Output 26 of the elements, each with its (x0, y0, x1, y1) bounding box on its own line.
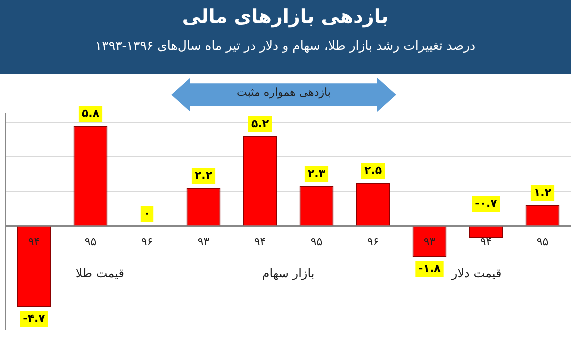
data-label: -۱.۸ (418, 262, 442, 276)
x-tick-label: ۹۵ (536, 236, 549, 249)
x-tick-label: ۹۴ (254, 236, 266, 249)
data-label: ۲.۳ (308, 167, 326, 180)
annotation: بازار سهام (262, 266, 315, 280)
x-tick-label: ۹۳ (198, 236, 210, 249)
chart-subtitle: درصد تغییرات رشد بازار طلا، سهام و دلار در تیر ماه سال‌های ۱۳۹۶-۱۳۹۳ (94, 38, 477, 53)
data-label: ۵.۸ (82, 106, 100, 120)
data-label: ۲.۲ (194, 169, 213, 182)
annotation: قیمت طلا (76, 266, 124, 280)
x-tick-label: ۹۶ (367, 236, 380, 249)
x-tick-label: ۹۵ (84, 236, 97, 249)
x-tick-label: ۹۵ (310, 236, 323, 249)
data-label: -۰.۷ (475, 197, 498, 210)
x-tick-label: ۹۴ (28, 236, 40, 249)
data-label: ۰ (144, 207, 151, 220)
x-tick-label: ۹۴ (480, 236, 492, 249)
x-tick-label: ۹۳ (424, 236, 436, 249)
annotation: قیمت دلار (450, 266, 502, 280)
data-label: -۴.۷ (23, 312, 46, 326)
data-label: ۲.۵ (364, 164, 382, 177)
data-label: ۱.۲ (534, 186, 552, 200)
data-label: ۵.۲ (251, 117, 270, 130)
x-tick-label: ۹۶ (141, 236, 154, 249)
text: بازدهی همواره مثبت (236, 86, 332, 99)
chart-title: بازدهی بازارهای مالی (181, 6, 390, 28)
